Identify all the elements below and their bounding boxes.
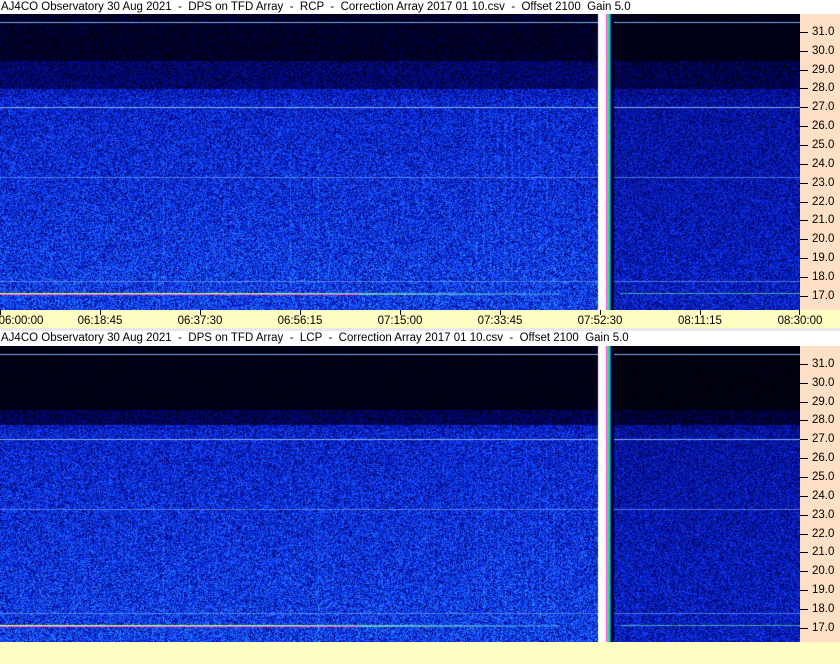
freq-tick — [800, 495, 808, 497]
freq-tick — [800, 88, 808, 90]
freq-tick — [800, 258, 808, 260]
time-tick-label: 06:00:00 — [0, 315, 44, 327]
freq-tick — [800, 533, 808, 535]
freq-tick — [800, 182, 808, 184]
freq-tick — [800, 477, 808, 479]
freq-tick-label: 26.0 — [812, 452, 835, 465]
freq-tick-label: 20.0 — [812, 565, 835, 578]
freq-tick-label: 24.0 — [812, 489, 835, 502]
freq-tick-label: 31.0 — [812, 357, 835, 370]
freq-tick — [800, 201, 808, 203]
time-axis: 06:00:00 06:18:45 06:37:30 06:56:15 07:15:00… — [0, 310, 840, 328]
freq-tick — [800, 239, 808, 241]
freq-tick — [800, 295, 808, 297]
panel-separator — [0, 328, 840, 331]
freq-tick — [800, 571, 808, 573]
freq-tick-label: 28.0 — [812, 414, 835, 427]
lcp-spectrogram[interactable] — [0, 346, 800, 642]
time-tick — [100, 310, 101, 315]
time-tick — [0, 310, 1, 315]
freq-tick — [800, 145, 808, 147]
time-tick-label: 07:33:45 — [477, 315, 523, 327]
time-tick-label: 06:18:45 — [77, 315, 123, 327]
freq-tick-label: 23.0 — [812, 508, 835, 521]
freq-tick — [800, 458, 808, 460]
freq-tick-label: 22.0 — [812, 527, 835, 540]
freq-tick-label: 22.0 — [812, 195, 835, 208]
rcp-panel-title: AJ4CO Observatory 30 Aug 2021 - DPS on T… — [0, 0, 801, 14]
freq-tick — [800, 439, 808, 441]
freq-tick — [800, 31, 808, 33]
freq-tick-label: 17.0 — [812, 289, 835, 302]
freq-tick — [800, 277, 808, 278]
time-tick — [799, 310, 800, 315]
freq-tick — [800, 220, 808, 222]
freq-tick-label: 27.0 — [812, 101, 835, 114]
freq-tick-label: 26.0 — [812, 120, 835, 133]
freq-tick — [800, 126, 808, 128]
time-tick-label: 07:15:00 — [377, 315, 423, 327]
freq-tick — [800, 627, 808, 629]
freq-tick-label: 20.0 — [812, 233, 835, 246]
freq-tick — [800, 163, 808, 165]
freq-tick-label: 27.0 — [812, 433, 835, 446]
time-tick — [700, 310, 701, 315]
freq-tick — [800, 382, 808, 384]
freq-tick — [800, 69, 808, 71]
freq-tick-label: 25.0 — [812, 471, 835, 484]
freq-tick-label: 28.0 — [812, 82, 835, 95]
freq-tick — [800, 609, 808, 610]
freq-tick — [800, 514, 808, 516]
freq-tick — [800, 363, 808, 365]
freq-tick-label: 19.0 — [812, 584, 835, 597]
time-tick-label: 06:37:30 — [177, 315, 223, 327]
bottom-time-strip — [0, 642, 840, 664]
freq-tick — [800, 401, 808, 403]
freq-tick-label: 30.0 — [812, 376, 835, 389]
freq-tick-label: 25.0 — [812, 139, 835, 152]
rcp-frequency-axis: 17.0 18.0 19.0 20.0 21.0 22.0 23.0 24.0 25.0 26.0… — [800, 14, 840, 310]
freq-tick-label: 31.0 — [812, 25, 835, 38]
time-tick-label: 07:52:30 — [577, 315, 623, 327]
freq-tick-label: 18.0 — [812, 271, 835, 283]
time-tick-label: 08:11:15 — [678, 315, 722, 327]
freq-tick-label: 19.0 — [812, 252, 835, 265]
time-tick — [400, 310, 401, 315]
freq-tick-label: 21.0 — [812, 546, 835, 559]
time-tick — [600, 310, 601, 315]
time-tick — [300, 310, 301, 315]
freq-tick-label: 17.0 — [812, 621, 835, 634]
freq-tick — [800, 552, 808, 554]
rcp-spectrogram[interactable] — [0, 14, 800, 310]
lcp-frequency-axis: 17.0 18.0 19.0 20.0 21.0 22.0 23.0 24.0 25.0 26.0… — [800, 346, 840, 642]
freq-tick-label: 23.0 — [812, 176, 835, 189]
lcp-panel-title: AJ4CO Observatory 30 Aug 2021 - DPS on T… — [0, 331, 801, 345]
freq-tick-label: 21.0 — [812, 214, 835, 227]
freq-tick-label: 29.0 — [812, 63, 835, 76]
time-tick — [200, 310, 201, 315]
freq-tick-label: 18.0 — [812, 603, 835, 615]
freq-tick-label: 30.0 — [812, 44, 835, 57]
time-tick-label: 06:56:15 — [277, 315, 323, 327]
time-tick — [500, 310, 501, 315]
freq-tick — [800, 50, 808, 52]
freq-tick-label: 24.0 — [812, 157, 835, 170]
freq-tick — [800, 107, 808, 109]
time-tick-label: 08:30:00 — [777, 315, 823, 327]
freq-tick — [800, 590, 808, 592]
freq-tick — [800, 420, 808, 422]
freq-tick-label: 29.0 — [812, 395, 835, 408]
